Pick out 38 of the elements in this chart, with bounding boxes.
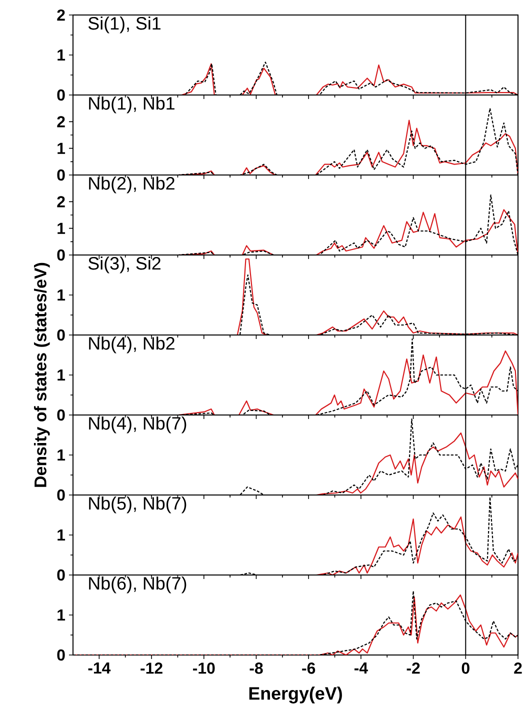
x-tick-label: -10 xyxy=(192,662,215,674)
y-tick-label: 1 xyxy=(58,50,66,60)
y-tick-label: 2 xyxy=(57,116,65,128)
chart-title: Nb(6), Nb(7) xyxy=(89,576,186,594)
y-tick-label: 1 xyxy=(58,142,66,154)
y-tick-label: 0 xyxy=(57,169,65,181)
y-tick-label: 2 xyxy=(57,9,65,21)
y-tick-label: 2 xyxy=(57,196,65,208)
x-axis-title: Energy(eV) xyxy=(249,686,342,704)
x-tick-label: 0 xyxy=(462,662,470,674)
y-axis-title: Density of states (states/eV) xyxy=(34,262,50,487)
chart-title: Nb(4), Nb(7) xyxy=(89,416,186,434)
x-tick-label: -6 xyxy=(302,662,316,674)
y-tick-label: 1 xyxy=(58,450,66,460)
x-tick-label: -8 xyxy=(250,662,263,674)
x-tick-label: -2 xyxy=(406,662,420,674)
y-tick-label: 0 xyxy=(57,249,65,261)
y-tick-label: 0 xyxy=(57,649,65,661)
y-tick-label: 1 xyxy=(58,370,66,380)
y-tick-label: 0 xyxy=(57,569,65,581)
x-tick-label: -12 xyxy=(140,662,162,674)
y-tick-label: 0 xyxy=(57,89,65,101)
chart-title: Nb(1), Nb1 xyxy=(89,96,174,114)
chart-title: Si(1), Si1 xyxy=(88,16,160,34)
chart-title: Si(3), Si2 xyxy=(88,256,160,274)
y-tick-label: 0 xyxy=(57,489,65,501)
x-tick-label: 2 xyxy=(514,662,522,674)
y-tick-label: 0 xyxy=(57,329,65,341)
x-tick-label: -4 xyxy=(354,662,368,674)
y-tick-label: 1 xyxy=(58,530,66,540)
y-tick-label: 1 xyxy=(58,290,66,300)
chart-title: Nb(4), Nb2 xyxy=(89,336,174,354)
y-tick-label: 1 xyxy=(58,222,66,234)
chart-title: Nb(5), Nb(7) xyxy=(89,496,186,514)
chart-title: Nb(2), Nb2 xyxy=(89,176,174,194)
x-tick-label: -14 xyxy=(88,662,111,674)
y-tick-label: 0 xyxy=(57,409,65,421)
y-tick-label: 1 xyxy=(58,610,66,620)
